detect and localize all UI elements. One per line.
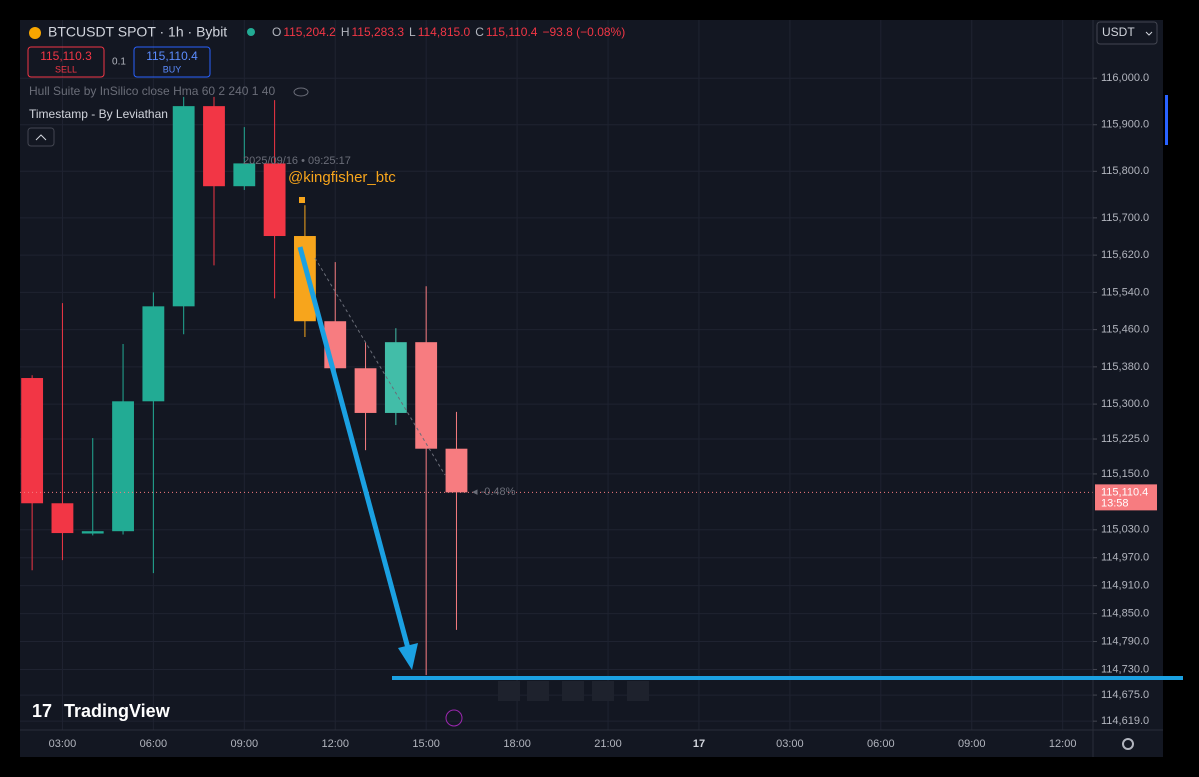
y-tick-label: 114,619.0 xyxy=(1101,715,1149,727)
ohlc-key: O xyxy=(272,25,281,39)
change-value: −93.8 (−0.08%) xyxy=(542,25,625,39)
sell-label: SELL xyxy=(55,64,77,74)
candle-body xyxy=(112,401,134,532)
last-price-label: 115,110.4 xyxy=(1101,486,1148,498)
timestamp-label: 2025/09/16 • 09:25:17 xyxy=(243,155,351,167)
sell-price: 115,110.3 xyxy=(40,49,92,63)
y-tick-label: 114,730.0 xyxy=(1101,663,1149,675)
y-tick-label: 114,790.0 xyxy=(1101,635,1149,647)
scroll-right[interactable] xyxy=(592,681,614,701)
y-tick-label: 115,700.0 xyxy=(1101,212,1149,224)
ohlc-value: 115,110.4 xyxy=(486,25,538,39)
candle-body xyxy=(233,163,256,187)
x-tick-label: 06:00 xyxy=(867,738,895,750)
candle-body xyxy=(81,531,104,534)
candle-body xyxy=(384,342,407,413)
change-pct: -0.48% xyxy=(481,486,516,498)
y-tick-label: 114,910.0 xyxy=(1101,580,1149,592)
countdown-label: 13:58 xyxy=(1101,497,1129,509)
candle-body xyxy=(445,448,468,493)
x-tick-label: 15:00 xyxy=(412,738,440,750)
scroll-left[interactable] xyxy=(562,681,584,701)
y-tick-label: 115,380.0 xyxy=(1101,361,1149,373)
y-tick-label: 114,675.0 xyxy=(1101,689,1149,701)
x-tick-label: 21:00 xyxy=(594,738,622,750)
settings-icon[interactable] xyxy=(1122,738,1134,750)
buy-button[interactable] xyxy=(133,46,211,78)
x-tick-label: 12:00 xyxy=(321,738,349,750)
candle-body xyxy=(203,106,225,187)
symbol-icon xyxy=(29,27,41,39)
y-tick-label: 114,970.0 xyxy=(1101,552,1149,564)
buy-label: BUY xyxy=(163,64,182,74)
zoom-in[interactable] xyxy=(527,681,549,701)
y-tick-label: 115,900.0 xyxy=(1101,119,1149,131)
alert-icon[interactable] xyxy=(445,709,463,727)
symbol-title[interactable]: BTCUSDT SPOT · 1h · Bybit xyxy=(48,24,227,40)
candle-body xyxy=(294,236,316,322)
timestamp-marker xyxy=(299,197,305,203)
change-label: ◂ -0.48% xyxy=(472,486,516,498)
ohlc-key: L xyxy=(409,25,416,39)
indicator-legend[interactable]: Hull Suite by InSilico close Hma 60 2 24… xyxy=(29,84,275,98)
y-tick-label: 115,150.0 xyxy=(1101,468,1149,480)
ohlc-value: 114,815.0 xyxy=(418,25,471,39)
brand-logo: 17 xyxy=(32,701,52,721)
hide-icon[interactable] xyxy=(293,87,309,97)
x-tick-label: 03:00 xyxy=(776,738,804,750)
currency-select[interactable] xyxy=(1096,21,1158,45)
x-tick-label: 03:00 xyxy=(49,738,77,750)
x-tick-label: 09:00 xyxy=(958,738,986,750)
last-price-tag xyxy=(1095,484,1157,511)
candle-body xyxy=(415,342,438,449)
y-tick-label: 115,300.0 xyxy=(1101,398,1149,410)
arrow-drawing[interactable] xyxy=(297,246,412,653)
ohlc-value: 115,204.2 xyxy=(283,25,336,39)
indicator-legend[interactable]: Timestamp - By Leviathan xyxy=(29,107,168,121)
market-status xyxy=(247,28,255,36)
candle-body xyxy=(354,368,377,413)
y-tick-label: 114,850.0 xyxy=(1101,608,1149,620)
candle-body xyxy=(51,503,74,534)
y-tick-label: 116,000.0 xyxy=(1101,72,1149,84)
x-tick-label: 17 xyxy=(693,738,705,750)
sell-button[interactable] xyxy=(27,46,105,78)
ohlc-key: H xyxy=(341,25,350,39)
zoom-out[interactable] xyxy=(498,681,520,701)
dropdown-icon xyxy=(1145,31,1153,36)
y-tick-label: 115,620.0 xyxy=(1101,249,1149,261)
candle-body xyxy=(172,106,195,307)
x-tick-label: 09:00 xyxy=(231,738,259,750)
candle-body xyxy=(263,163,286,237)
y-tick-label: 115,800.0 xyxy=(1101,165,1149,177)
arrow-head xyxy=(398,643,418,670)
watermark: @kingfisher_btc xyxy=(288,169,396,186)
ohlc-value: 115,283.3 xyxy=(352,25,405,39)
y-tick-label: 115,225.0 xyxy=(1101,433,1149,445)
order-qty: 0.1 xyxy=(112,57,126,68)
y-tick-label: 115,460.0 xyxy=(1101,324,1149,336)
y-tick-label: 115,540.0 xyxy=(1101,286,1149,298)
brand-name: TradingView xyxy=(64,701,171,721)
collapse-icon xyxy=(35,134,47,141)
currency-label: USDT xyxy=(1102,25,1135,39)
candle-body xyxy=(142,306,165,402)
reset-view[interactable] xyxy=(627,681,649,701)
trend-line xyxy=(314,257,446,476)
collapse-button[interactable] xyxy=(27,127,55,147)
x-tick-label: 12:00 xyxy=(1049,738,1077,750)
side-tab[interactable] xyxy=(1165,95,1168,145)
buy-price: 115,110.4 xyxy=(146,49,198,63)
x-tick-label: 18:00 xyxy=(503,738,531,750)
candle-body xyxy=(21,378,44,504)
x-tick-label: 06:00 xyxy=(140,738,168,750)
y-tick-label: 115,030.0 xyxy=(1101,524,1149,536)
ohlc-key: C xyxy=(475,25,484,39)
